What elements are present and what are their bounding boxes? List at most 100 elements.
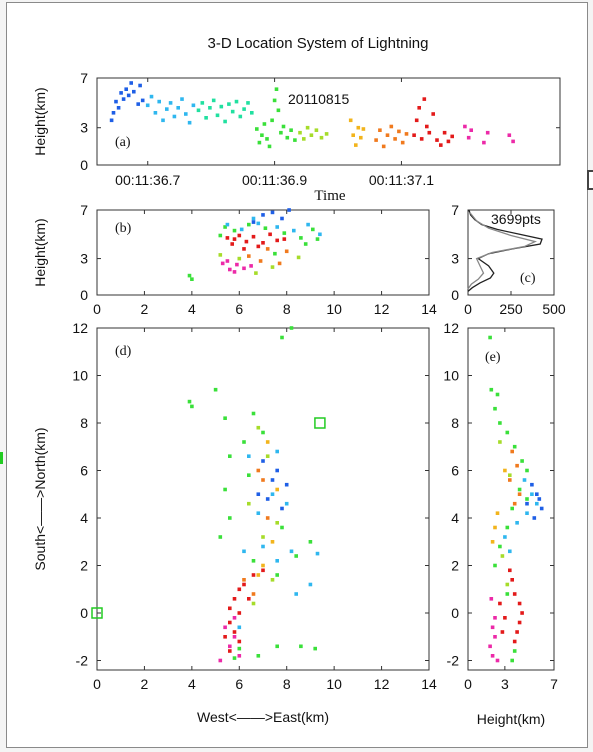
data-point (176, 106, 180, 110)
data-point (218, 658, 223, 663)
data-point (223, 225, 227, 229)
edge-marker (0, 452, 3, 464)
panel-label: (a) (115, 135, 131, 150)
data-point (246, 101, 250, 105)
data-point (378, 128, 382, 132)
data-point (463, 124, 467, 129)
data-point (510, 506, 514, 511)
data-point (285, 135, 290, 140)
x-tick-label: 14 (421, 301, 437, 317)
data-point (273, 251, 277, 256)
data-point (237, 611, 242, 615)
data-point (490, 654, 495, 658)
x-tick-label: 7 (550, 676, 558, 692)
data-point (239, 227, 244, 232)
data-point (289, 128, 293, 132)
data-point (515, 521, 519, 525)
data-point (270, 210, 275, 215)
data-point (404, 132, 409, 136)
data-point (515, 463, 519, 468)
data-point (482, 140, 486, 145)
x-tick-label: 0 (464, 301, 472, 317)
data-point (422, 97, 427, 101)
data-point (265, 137, 269, 141)
station-marker (91, 607, 103, 619)
data-point (242, 247, 246, 251)
x-axis-label: Time (314, 188, 345, 204)
data-point (319, 135, 324, 140)
data-point (280, 216, 284, 221)
data-point (230, 109, 235, 114)
data-point (488, 335, 492, 340)
data-point (225, 222, 230, 227)
data-point (247, 501, 251, 506)
data-point (247, 254, 251, 258)
data-point (498, 544, 502, 549)
data-point (109, 118, 114, 123)
data-point (351, 133, 355, 137)
data-point (306, 222, 310, 227)
data-point (184, 112, 188, 116)
data-point (126, 93, 131, 98)
data-point (228, 516, 232, 520)
x-tick-label: 4 (188, 676, 196, 692)
series-line (467, 211, 538, 290)
data-point (512, 649, 517, 653)
data-point (298, 130, 302, 135)
data-point (517, 601, 522, 606)
panel-label: (c) (520, 271, 536, 286)
data-point (237, 233, 242, 238)
x-axis-label: Height(km) (477, 711, 545, 727)
data-point (260, 133, 264, 137)
data-point (303, 242, 308, 246)
x-tick-label: 10 (326, 676, 342, 692)
data-point (515, 630, 519, 634)
data-point (191, 103, 196, 108)
data-point (293, 138, 297, 142)
data-point (258, 259, 263, 263)
data-point (359, 135, 363, 140)
data-point (242, 549, 246, 554)
data-point (299, 236, 303, 240)
data-point (168, 101, 173, 105)
data-point (270, 118, 274, 123)
data-point (238, 114, 243, 119)
data-point (511, 139, 515, 144)
data-point (261, 430, 265, 435)
data-point (493, 406, 497, 411)
data-point (275, 573, 279, 577)
data-point (247, 222, 251, 227)
plot-frame (96, 209, 430, 296)
data-point (114, 99, 118, 104)
y-tick-label: 0 (451, 287, 459, 303)
panel-label: (d) (115, 344, 132, 359)
data-point (256, 654, 261, 658)
y-tick-label: 6 (80, 463, 88, 479)
data-point (261, 213, 265, 217)
data-point (129, 81, 133, 85)
data-point (324, 132, 329, 136)
data-point (237, 256, 242, 261)
data-point (261, 544, 265, 549)
y-tick-label: -2 (76, 653, 89, 669)
data-point (242, 266, 246, 271)
data-point (280, 335, 284, 340)
data-point (237, 587, 242, 592)
data-point (505, 525, 510, 530)
data-point (517, 620, 522, 625)
y-tick-label: 10 (72, 368, 88, 384)
data-point (251, 216, 256, 221)
data-point (235, 262, 239, 267)
x-tick-label: 0 (464, 676, 472, 692)
data-point (520, 459, 524, 463)
data-point (489, 597, 494, 601)
data-point (267, 144, 272, 149)
data-point (412, 133, 416, 137)
y-axis-label: South<——>North(km) (32, 427, 48, 570)
data-point (535, 492, 539, 496)
data-point (525, 468, 529, 473)
data-point (500, 554, 505, 558)
y-tick-label: 3 (80, 251, 88, 267)
data-point (381, 144, 386, 149)
data-point (138, 83, 142, 88)
